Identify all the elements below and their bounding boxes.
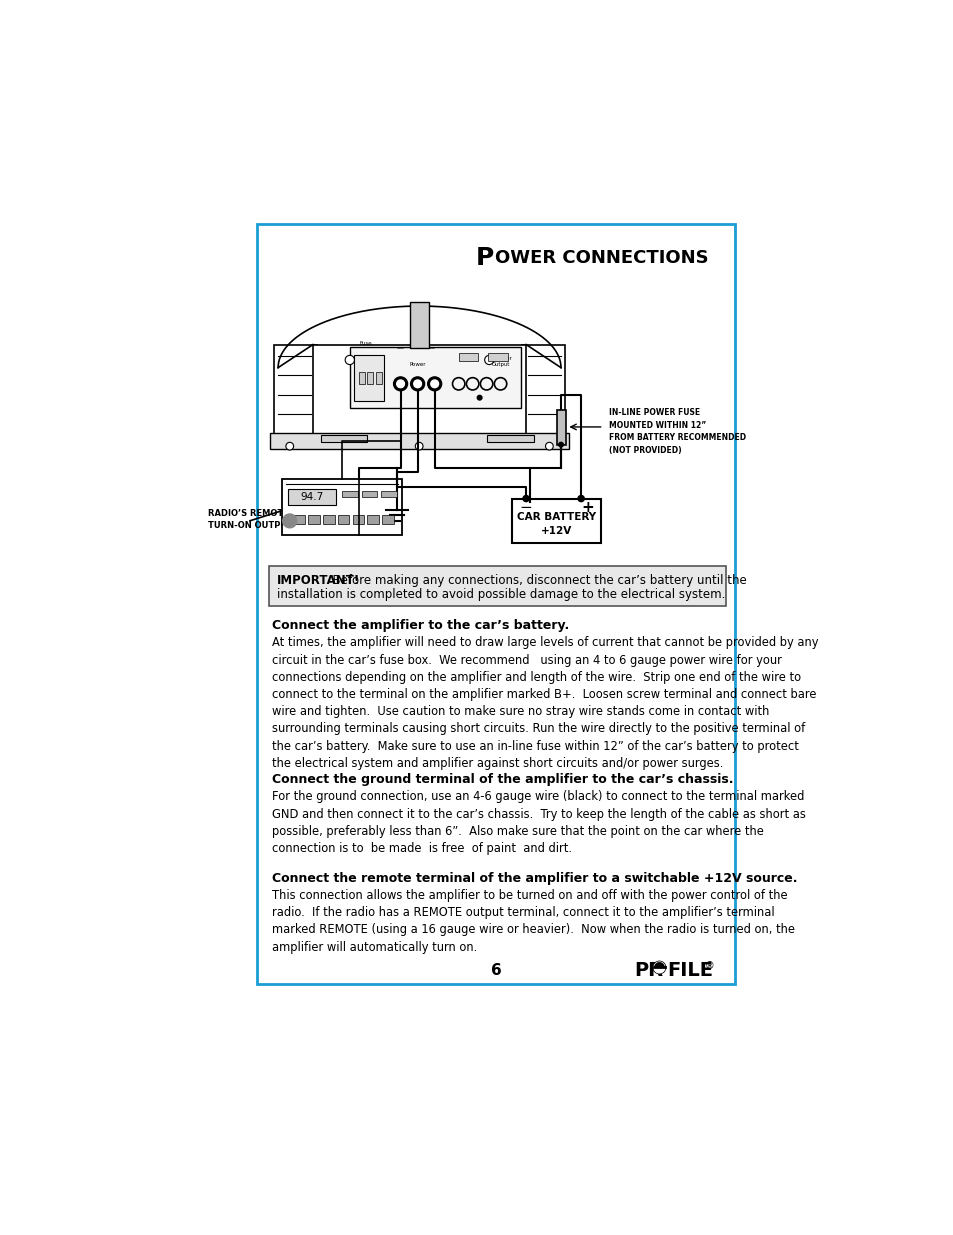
Circle shape — [654, 962, 664, 973]
Circle shape — [396, 380, 404, 388]
Text: CAR BATTERY
+12V: CAR BATTERY +12V — [517, 513, 596, 536]
Text: RADIO’S REMOTE
TURN-ON OUTPUT: RADIO’S REMOTE TURN-ON OUTPUT — [208, 509, 294, 530]
Circle shape — [484, 356, 494, 364]
Circle shape — [578, 495, 583, 501]
Text: At times, the amplifier will need to draw large levels of current that cannot be: At times, the amplifier will need to dra… — [272, 636, 818, 769]
Circle shape — [545, 442, 553, 450]
Bar — [512, 499, 600, 543]
Bar — [358, 372, 365, 384]
Circle shape — [415, 442, 422, 450]
Text: —: — — [396, 346, 404, 352]
Bar — [313, 345, 525, 445]
Bar — [487, 436, 534, 442]
Bar — [282, 479, 402, 535]
Bar — [323, 515, 335, 524]
Bar — [274, 345, 316, 445]
Circle shape — [410, 377, 424, 390]
Text: Connect the amplifier to the car’s battery.: Connect the amplifier to the car’s batte… — [272, 620, 569, 632]
Bar — [270, 433, 568, 448]
Bar — [342, 490, 357, 496]
Bar — [521, 345, 564, 445]
Text: PR: PR — [634, 961, 663, 979]
Text: IMPORTANT!: IMPORTANT! — [276, 574, 359, 587]
Text: ®: ® — [703, 961, 714, 971]
Text: —: — — [428, 346, 435, 352]
Circle shape — [286, 442, 294, 450]
Bar — [361, 490, 377, 496]
Circle shape — [414, 380, 421, 388]
Bar — [294, 515, 305, 524]
Bar — [337, 515, 349, 524]
Text: For the ground connection, use an 4-6 gauge wire (black) to connect to the termi: For the ground connection, use an 4-6 ga… — [272, 790, 805, 855]
Text: FILE: FILE — [666, 961, 713, 979]
Text: −: − — [519, 500, 532, 515]
Text: P: P — [475, 246, 493, 269]
Circle shape — [282, 514, 296, 527]
Bar — [354, 354, 383, 401]
Text: Connect the ground terminal of the amplifier to the car’s chassis.: Connect the ground terminal of the ampli… — [272, 773, 733, 787]
Text: —: — — [412, 346, 419, 352]
Text: This connection allows the amplifier to be turned on and off with the power cont: This connection allows the amplifier to … — [272, 889, 794, 953]
Circle shape — [345, 356, 355, 364]
Text: OWER CONNECTIONS: OWER CONNECTIONS — [495, 248, 708, 267]
Circle shape — [476, 395, 481, 400]
Bar — [375, 372, 381, 384]
Bar — [269, 566, 725, 605]
Bar — [488, 353, 507, 361]
Bar — [458, 353, 477, 361]
Text: 6: 6 — [491, 963, 501, 978]
Polygon shape — [654, 962, 664, 967]
Bar — [257, 224, 734, 984]
Bar — [381, 515, 394, 524]
Text: 94.7: 94.7 — [300, 492, 323, 501]
Bar — [367, 515, 378, 524]
Text: Speaker
Output: Speaker Output — [490, 357, 512, 367]
Circle shape — [394, 377, 407, 390]
Text: Connect the remote terminal of the amplifier to a switchable +12V source.: Connect the remote terminal of the ampli… — [272, 872, 797, 885]
Text: Power: Power — [409, 362, 425, 367]
Text: IN-LINE POWER FUSE
MOUNTED WITHIN 12”
FROM BATTERY RECOMMENDED
(NOT PROVIDED): IN-LINE POWER FUSE MOUNTED WITHIN 12” FR… — [608, 409, 745, 454]
Circle shape — [431, 380, 438, 388]
Circle shape — [427, 377, 441, 390]
Bar — [557, 410, 565, 445]
Bar — [353, 515, 364, 524]
Bar — [381, 490, 396, 496]
Bar — [367, 372, 373, 384]
Bar — [350, 347, 520, 409]
Text: +: + — [580, 500, 593, 515]
Bar — [410, 303, 429, 348]
Circle shape — [558, 442, 562, 447]
Bar — [288, 489, 335, 505]
Bar — [308, 515, 319, 524]
Text: Before making any connections, disconnect the car’s battery until the: Before making any connections, disconnec… — [324, 574, 745, 587]
Text: installation is completed to avoid possible damage to the electrical system.: installation is completed to avoid possi… — [276, 588, 724, 601]
Circle shape — [522, 495, 529, 501]
Text: Fuse: Fuse — [359, 341, 372, 346]
Bar — [320, 436, 367, 442]
Circle shape — [653, 961, 665, 973]
